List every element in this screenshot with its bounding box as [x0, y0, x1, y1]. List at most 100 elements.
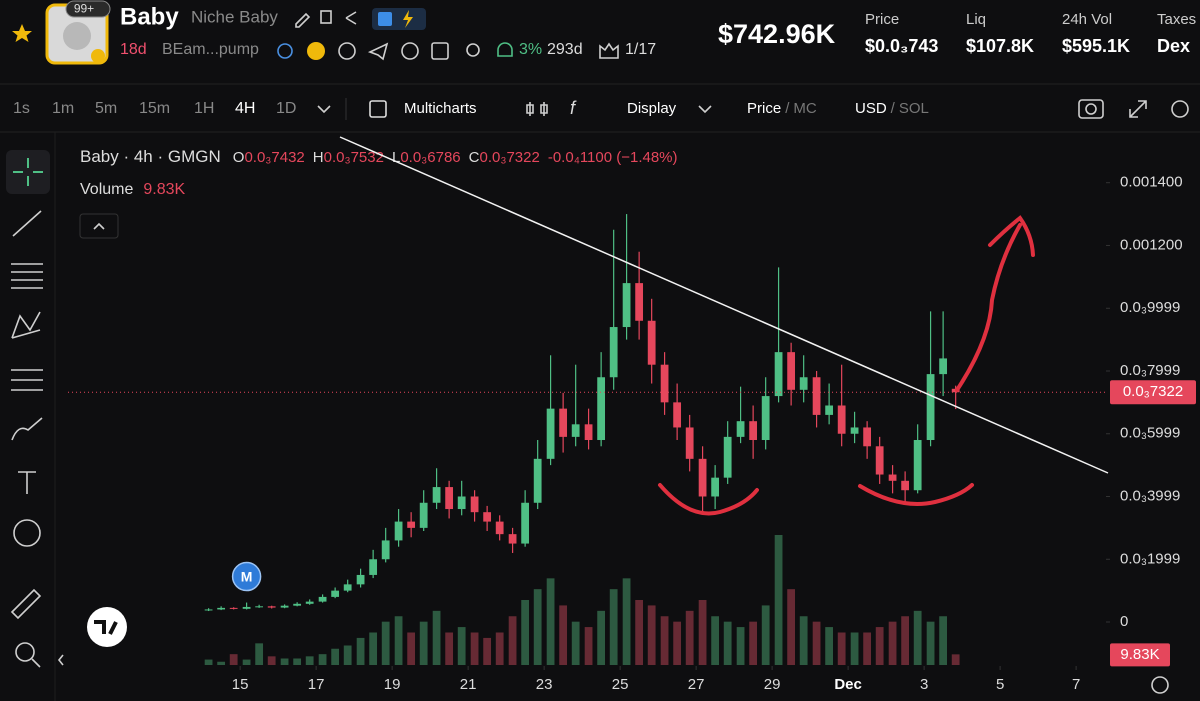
collapse-legend[interactable] [79, 213, 119, 239]
ohlc-value: 0.0₃7432 [244, 149, 304, 166]
fullscreen-icon[interactable] [1129, 100, 1147, 118]
interval-option[interactable]: 1D [276, 100, 296, 117]
separator: / [891, 100, 896, 117]
sol-option[interactable]: SOL [899, 100, 929, 117]
candle-body [559, 408, 568, 437]
lightning-icon [403, 10, 413, 28]
interval-option[interactable]: 1H [194, 100, 214, 117]
screenshot-icon[interactable] [1078, 99, 1104, 119]
volume-bar [647, 605, 656, 665]
tradingview-logo[interactable] [87, 607, 127, 647]
x-tick-label: 19 [384, 676, 401, 693]
volume-bar [812, 621, 821, 665]
mint-marker[interactable] [231, 561, 262, 592]
search-icon[interactable] [466, 43, 480, 57]
edit-icon[interactable] [295, 12, 311, 28]
candle-body [647, 320, 656, 365]
interval-option[interactable]: 5m [95, 100, 117, 117]
candle-body [812, 377, 821, 415]
copy-icon[interactable] [320, 10, 332, 24]
chart-icon[interactable] [431, 42, 449, 60]
candle-body [242, 606, 251, 609]
drawing-toolbar [6, 150, 64, 668]
interval-option[interactable]: 15m [139, 100, 170, 117]
candle-body [204, 609, 213, 611]
candle-body [407, 521, 416, 528]
volume-bar [483, 637, 492, 665]
token-age: 18d [120, 41, 147, 58]
warning-icon[interactable] [307, 42, 325, 60]
brush-tool[interactable] [11, 417, 43, 441]
volume-bar [761, 605, 770, 665]
x-tick-label: 5 [996, 676, 1004, 693]
ruler-tool[interactable] [10, 588, 42, 620]
volume-bar [381, 621, 390, 665]
share-icon[interactable] [345, 11, 357, 25]
pattern-tool[interactable] [11, 311, 41, 339]
volume-tag [1110, 643, 1170, 667]
multicharts-checkbox[interactable] [369, 100, 387, 118]
fib-tool[interactable] [11, 263, 43, 289]
price-option[interactable]: Price [747, 100, 781, 117]
zoom-tool[interactable] [15, 642, 35, 662]
volume-bar [267, 656, 276, 665]
candle-body [673, 402, 682, 428]
volume-bar [951, 654, 960, 665]
text-tool[interactable] [18, 471, 36, 494]
avatar-badge [91, 49, 105, 63]
candle-body [394, 521, 403, 541]
trendline-tool[interactable] [12, 210, 42, 237]
crosshair-tool[interactable] [13, 158, 43, 186]
display-menu[interactable]: Display [627, 100, 677, 117]
x-tick-label: 25 [612, 676, 629, 693]
candle-type-icon[interactable] [526, 102, 548, 116]
favorite-star[interactable] [12, 24, 32, 42]
telegram-icon[interactable] [367, 42, 389, 61]
candle-body [255, 606, 264, 608]
volume-bar [343, 645, 352, 665]
usd-option[interactable]: USD [855, 100, 887, 117]
list-icon[interactable] [401, 42, 419, 60]
collapse-toolbar[interactable] [57, 654, 64, 666]
currency-toggle[interactable]: USD / SOL [855, 100, 929, 117]
volume-bar [901, 616, 910, 665]
prediction-tool[interactable] [11, 369, 43, 391]
last-price-tag [1110, 380, 1196, 405]
candle-body [305, 601, 314, 604]
interval-option[interactable]: 1m [52, 100, 74, 117]
indicator-icon[interactable]: f [570, 98, 577, 118]
volume-bar [546, 578, 555, 665]
last-price-label: 0.0₃7322 [1123, 383, 1183, 400]
stat-value: $595.1K [1062, 36, 1130, 56]
candle-body [685, 427, 694, 459]
holders-percent: 3% [519, 41, 542, 58]
stat-value: Dex [1157, 36, 1190, 56]
volume-bar [204, 659, 213, 665]
emoji-tool[interactable] [13, 519, 41, 547]
interval-dropdown[interactable] [317, 105, 331, 114]
display-dropdown[interactable] [698, 105, 712, 114]
volume-bar [356, 637, 365, 665]
candle-body [432, 487, 441, 503]
chart-legend: Baby · 4h · GMGN O0.0₃7432 H0.0₃7532 L0.0₃6… [80, 147, 678, 166]
volume-bar [369, 632, 378, 665]
candle-body [926, 374, 935, 441]
price-mc-toggle[interactable]: Price / MC [747, 100, 817, 117]
tradingview-mark [94, 620, 118, 635]
axis-settings[interactable] [1151, 676, 1169, 694]
volume-bar [926, 621, 935, 665]
ohlc-key: L [392, 149, 400, 166]
holders-icon[interactable] [277, 43, 293, 59]
interval-option[interactable]: 1s [13, 100, 30, 117]
mc-option[interactable]: MC [793, 100, 816, 117]
volume-bar [609, 589, 618, 665]
candle-body [584, 424, 593, 441]
volume-bar [318, 654, 327, 665]
separator: / [785, 100, 790, 117]
multicharts-label[interactable]: Multicharts [404, 100, 477, 117]
website-icon[interactable] [338, 42, 356, 60]
settings-icon[interactable] [1171, 100, 1189, 118]
interval-option[interactable]: 4H [235, 100, 255, 117]
